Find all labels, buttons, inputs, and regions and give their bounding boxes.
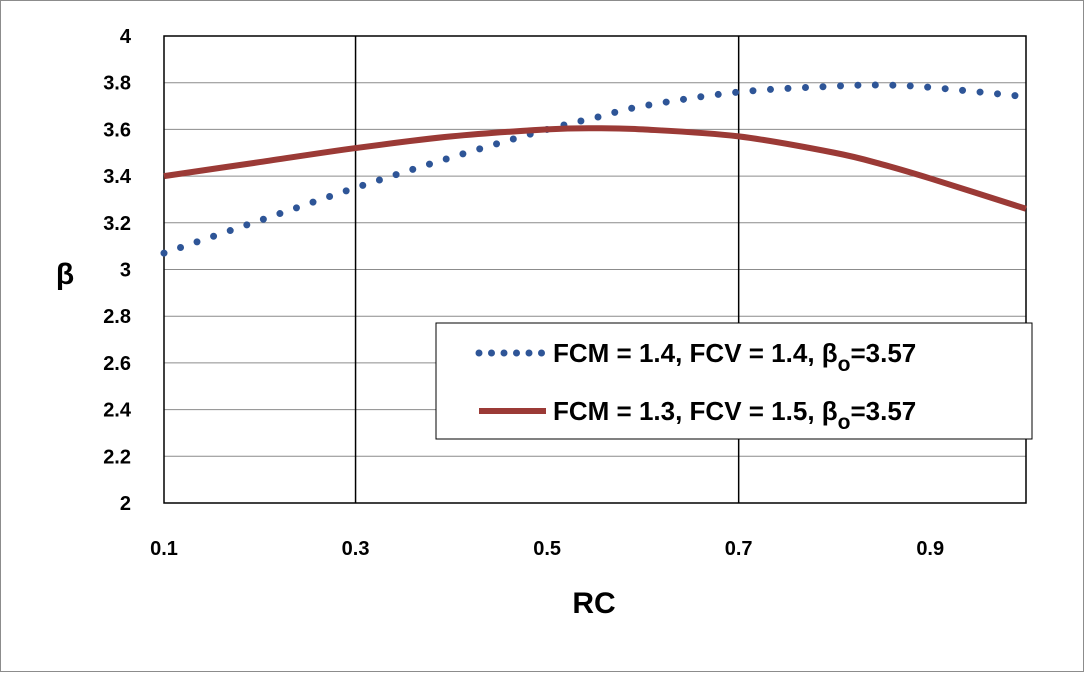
series-group	[160, 81, 1030, 257]
x-tick-label: 0.9	[916, 538, 944, 560]
y-tick-label: 3.6	[103, 119, 131, 141]
y-tick-label: 2.6	[103, 353, 131, 375]
x-axis-title: RC	[572, 587, 615, 620]
series-line-2	[163, 125, 1027, 212]
y-tick-label: 3	[120, 260, 131, 282]
y-tick-label: 3.2	[103, 213, 131, 235]
legend: FCM = 1.4, FCV = 1.4, βo=3.57 FCM = 1.3,…	[435, 322, 1033, 440]
legend-label-series-1: FCM = 1.4, FCV = 1.4, βo=3.57	[553, 338, 916, 376]
plot-border	[163, 35, 1027, 504]
y-axis-title: β	[56, 258, 74, 291]
y-tick-label: 3.8	[103, 73, 131, 95]
y-tick-label: 2.4	[103, 400, 132, 422]
y-tick-label: 2	[120, 493, 131, 515]
x-tick-label: 0.5	[533, 538, 561, 560]
x-tick-label: 0.3	[342, 538, 370, 560]
y-tick-label: 4	[120, 26, 132, 48]
legend-box	[435, 322, 1033, 440]
y-tick-label: 2.8	[103, 306, 131, 328]
y-tick-label: 3.4	[103, 166, 132, 188]
x-tick-labels: 0.1 0.3 0.5 0.7 0.9	[150, 538, 944, 560]
x-tick-label: 0.1	[150, 538, 178, 560]
y-tick-labels: 2 2.2 2.4 2.6 2.8 3 3.2 3.4 3.6 3.8 4	[103, 26, 132, 515]
y-tick-label: 2.2	[103, 446, 131, 468]
x-tick-label: 0.7	[725, 538, 753, 560]
legend-label-series-2: FCM = 1.3, FCV = 1.5, βo=3.57	[553, 396, 916, 434]
plot-area-border	[163, 35, 1027, 504]
